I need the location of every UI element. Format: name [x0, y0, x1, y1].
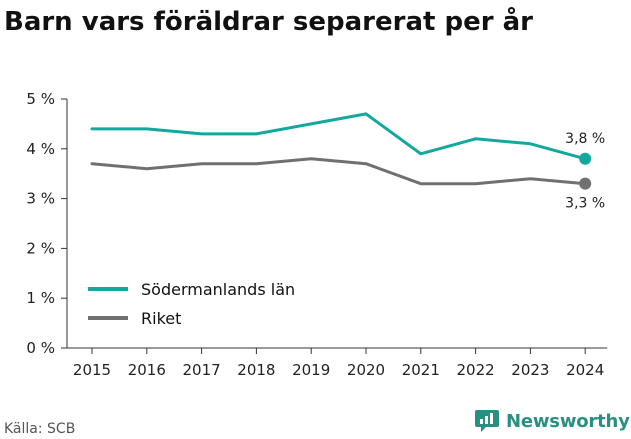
source-note: Källa: SCB — [4, 421, 76, 437]
x-tick-label: 2023 — [511, 361, 549, 379]
brand-name: Newsworthy — [506, 410, 630, 432]
y-axis: 0 % 1 % 2 % 3 % 4 % 5 % — [26, 90, 68, 357]
x-axis: 2015 2016 2017 2018 2019 2020 2021 2022 2023 2024 — [67, 347, 608, 379]
y-tick-label: 4 % — [26, 140, 55, 158]
y-tick-label: 1 % — [26, 289, 55, 307]
series-end-label: 3,8 % — [565, 131, 605, 147]
y-tick-label: 3 % — [26, 190, 55, 208]
x-tick-label: 2015 — [73, 361, 111, 379]
x-tick-label: 2021 — [402, 361, 440, 379]
legend-label: Södermanlands län — [141, 280, 295, 299]
series-layer: 3,8 % 3,3 % — [90, 112, 605, 212]
x-tick-label: 2016 — [128, 361, 166, 379]
y-tick-label: 0 % — [26, 339, 55, 357]
x-tick-label: 2019 — [292, 361, 330, 379]
data-point — [579, 152, 592, 165]
x-tick-label: 2020 — [347, 361, 385, 379]
series-line-1 — [90, 157, 587, 186]
data-point — [579, 177, 592, 190]
series-end-label: 3,3 % — [565, 196, 605, 212]
legend-label: Riket — [141, 309, 181, 328]
chart-title: Barn vars föräldrar separerat per år — [4, 7, 533, 37]
x-tick-label: 2018 — [237, 361, 275, 379]
x-tick-label: 2017 — [183, 361, 221, 379]
y-tick-label: 2 % — [26, 239, 55, 257]
legend: Södermanlands län Riket — [88, 280, 295, 328]
x-tick-label: 2022 — [457, 361, 495, 379]
line-chart: 0 %1 %2 %3 %4 %5 % 2015 2016 2017 2018 2019 2… — [26, 90, 608, 379]
newsworthy-logo-icon — [475, 410, 499, 432]
series-line-0 — [90, 112, 587, 161]
y-tick-label: 5 % — [26, 90, 55, 108]
x-tick-label: 2024 — [566, 361, 604, 379]
newsworthy-brand[interactable]: Newsworthy — [474, 406, 630, 436]
